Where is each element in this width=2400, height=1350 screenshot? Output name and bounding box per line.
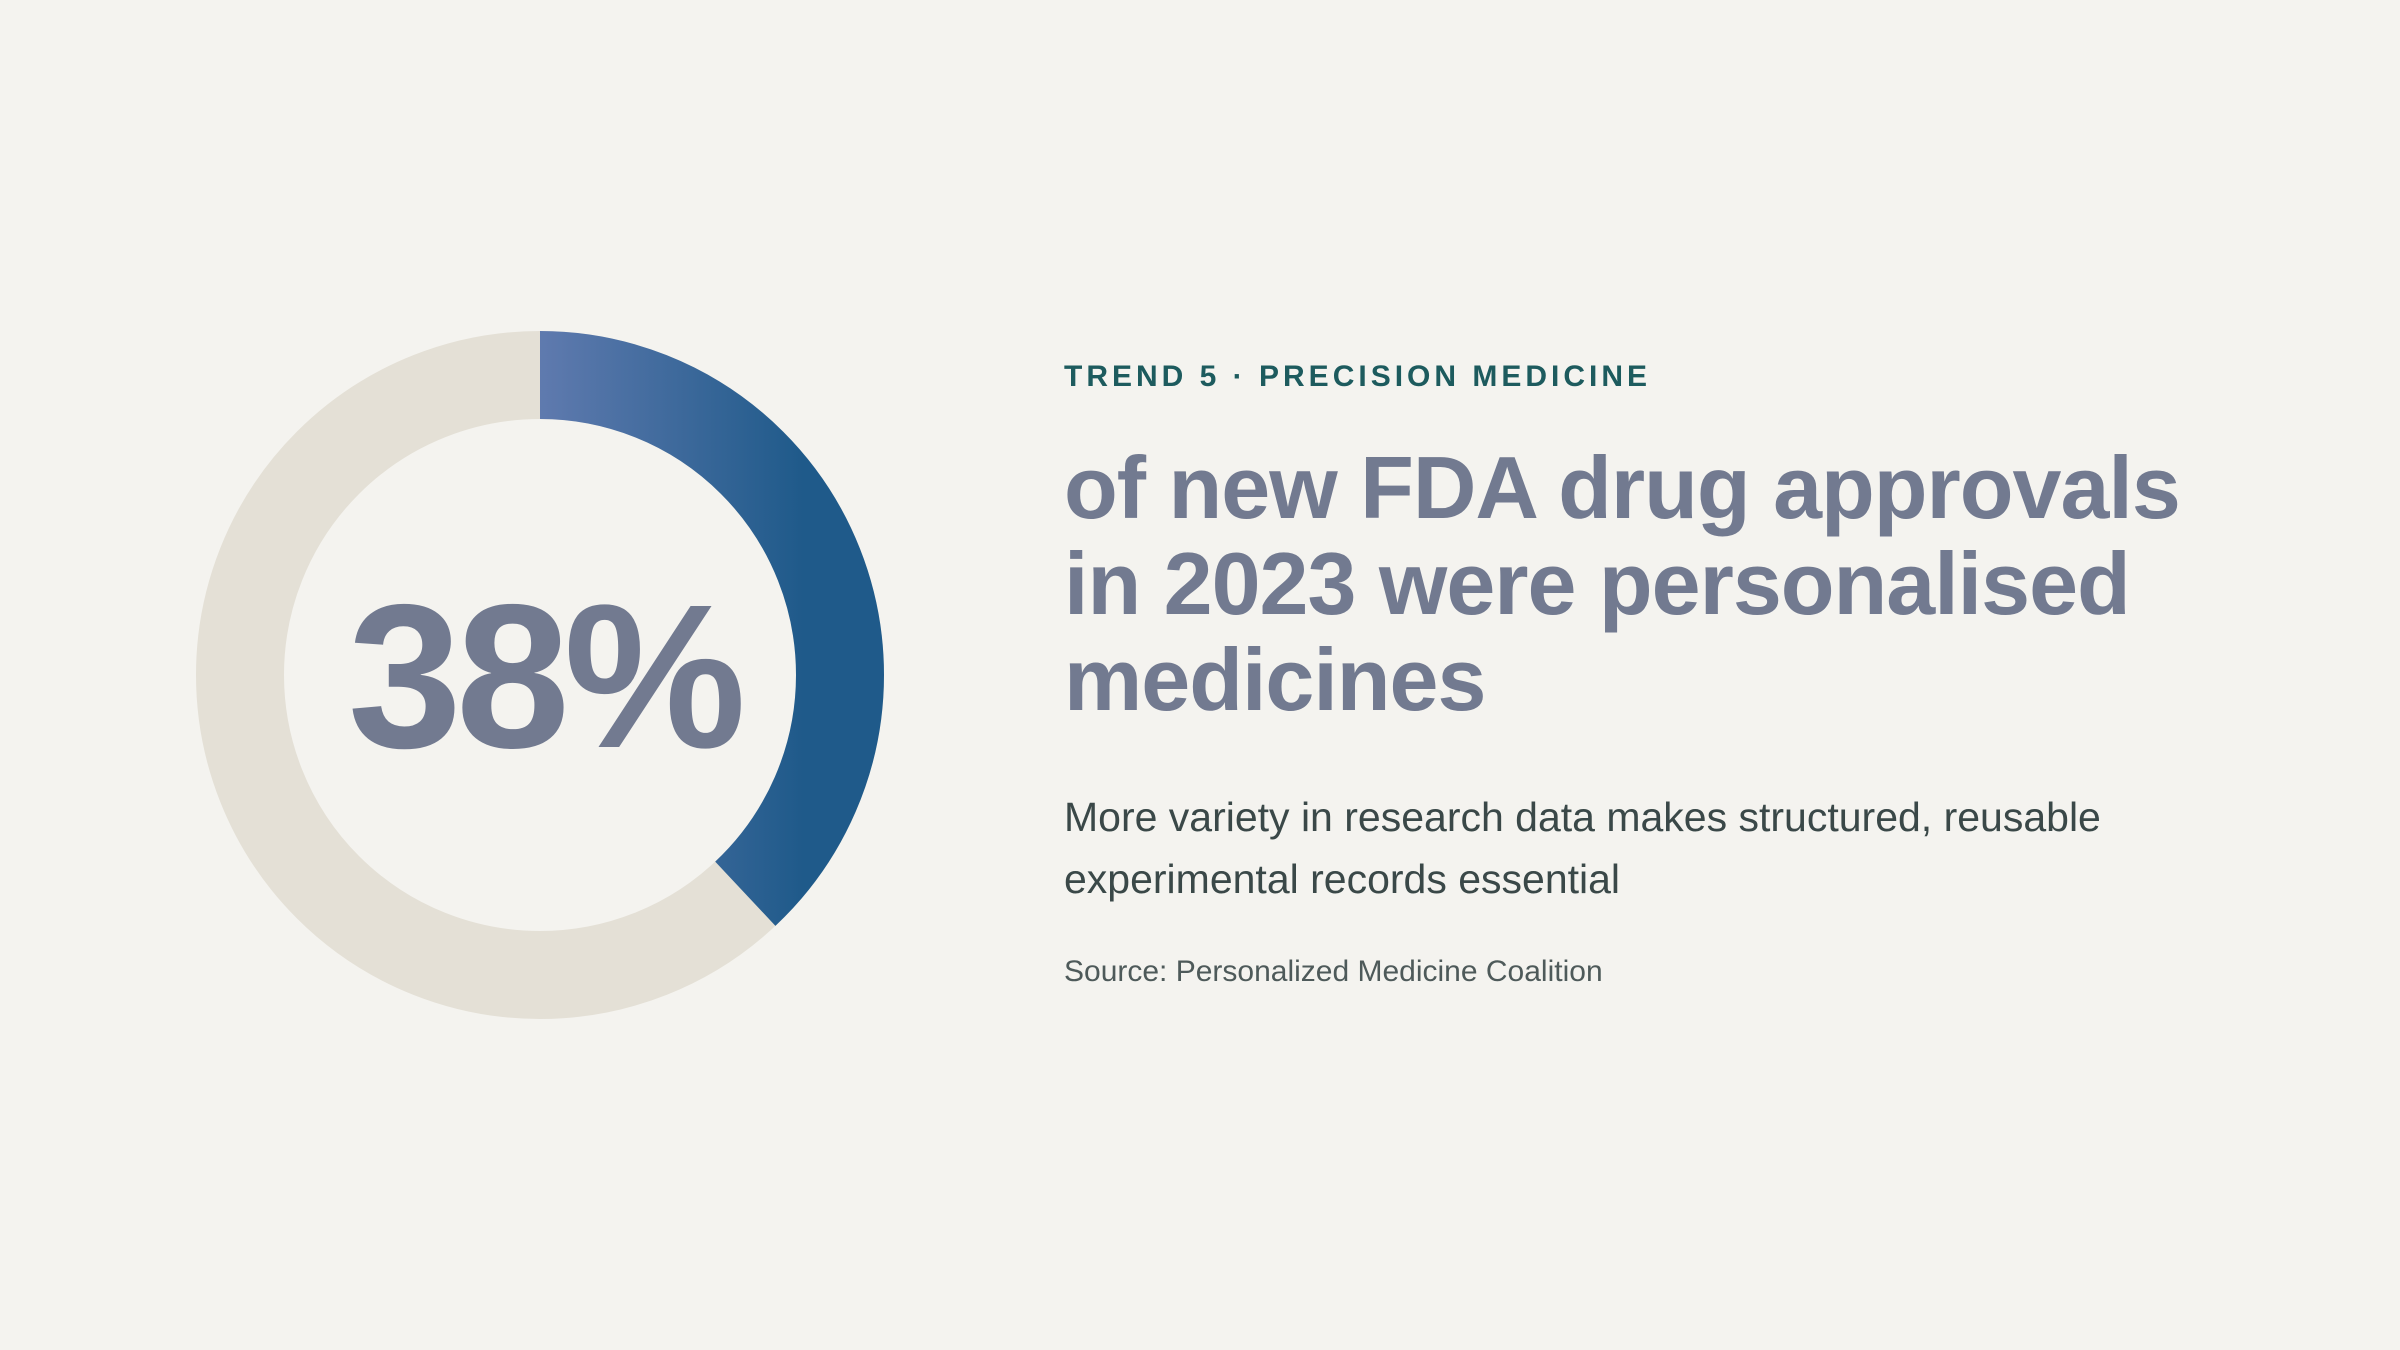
description: More variety in research data makes stru… (1064, 794, 2101, 902)
kicker: TREND 5 · PRECISION MEDICINE (1064, 360, 1652, 393)
headline: of new FDA drug approvals in 2023 were p… (1064, 438, 2181, 729)
value-label: 38% (348, 562, 741, 791)
donut-chart: 38% (196, 331, 884, 1019)
source: Source: Personalized Medicine Coalition (1064, 955, 1603, 988)
donut-segment (196, 331, 884, 1019)
